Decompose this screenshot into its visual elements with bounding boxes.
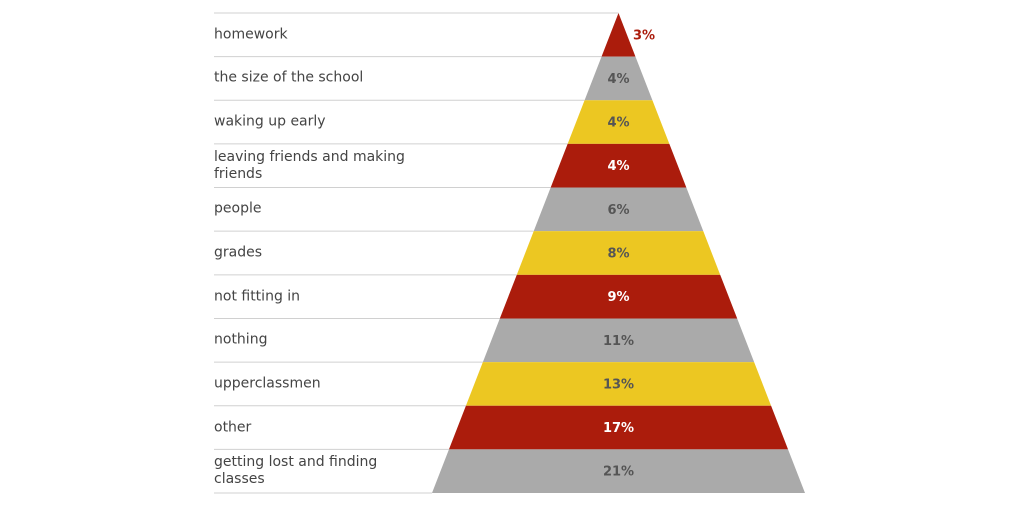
category-label: leaving friends and making friends <box>214 148 405 182</box>
pyramid-layer <box>465 362 772 406</box>
value-label: 6% <box>607 203 629 218</box>
category-label: grades <box>214 244 263 261</box>
value-label: 8% <box>607 247 629 262</box>
pyramid-layer <box>601 13 636 57</box>
value-label: 9% <box>607 290 629 305</box>
pyramid-layer <box>482 318 755 363</box>
category-label: other <box>214 419 252 436</box>
pyramid-layer <box>516 231 721 275</box>
category-label: upperclassmen <box>214 375 321 392</box>
pyramid-layer <box>533 187 704 232</box>
value-label: 3% <box>633 28 655 43</box>
pyramid-layer <box>432 449 805 493</box>
category-label: nothing <box>214 331 268 348</box>
pyramid-layer <box>448 405 789 450</box>
value-label: 11% <box>603 334 634 349</box>
pyramid-layer <box>550 143 687 188</box>
category-label: waking up early <box>214 113 326 130</box>
category-label: people <box>214 200 262 217</box>
value-label: 4% <box>607 116 629 131</box>
category-label: the size of the school <box>214 69 364 86</box>
pyramid-layer <box>567 100 670 144</box>
category-label: not fitting in <box>214 288 301 305</box>
category-label: homework <box>214 26 288 43</box>
value-label: 13% <box>603 377 634 392</box>
value-label: 4% <box>607 72 629 87</box>
pyramid-layer <box>584 56 653 101</box>
value-label: 17% <box>603 421 634 436</box>
value-label: 4% <box>607 159 629 174</box>
category-label: getting lost and finding classes <box>214 454 378 488</box>
value-label: 21% <box>603 465 634 480</box>
pyramid-layer <box>499 274 738 319</box>
